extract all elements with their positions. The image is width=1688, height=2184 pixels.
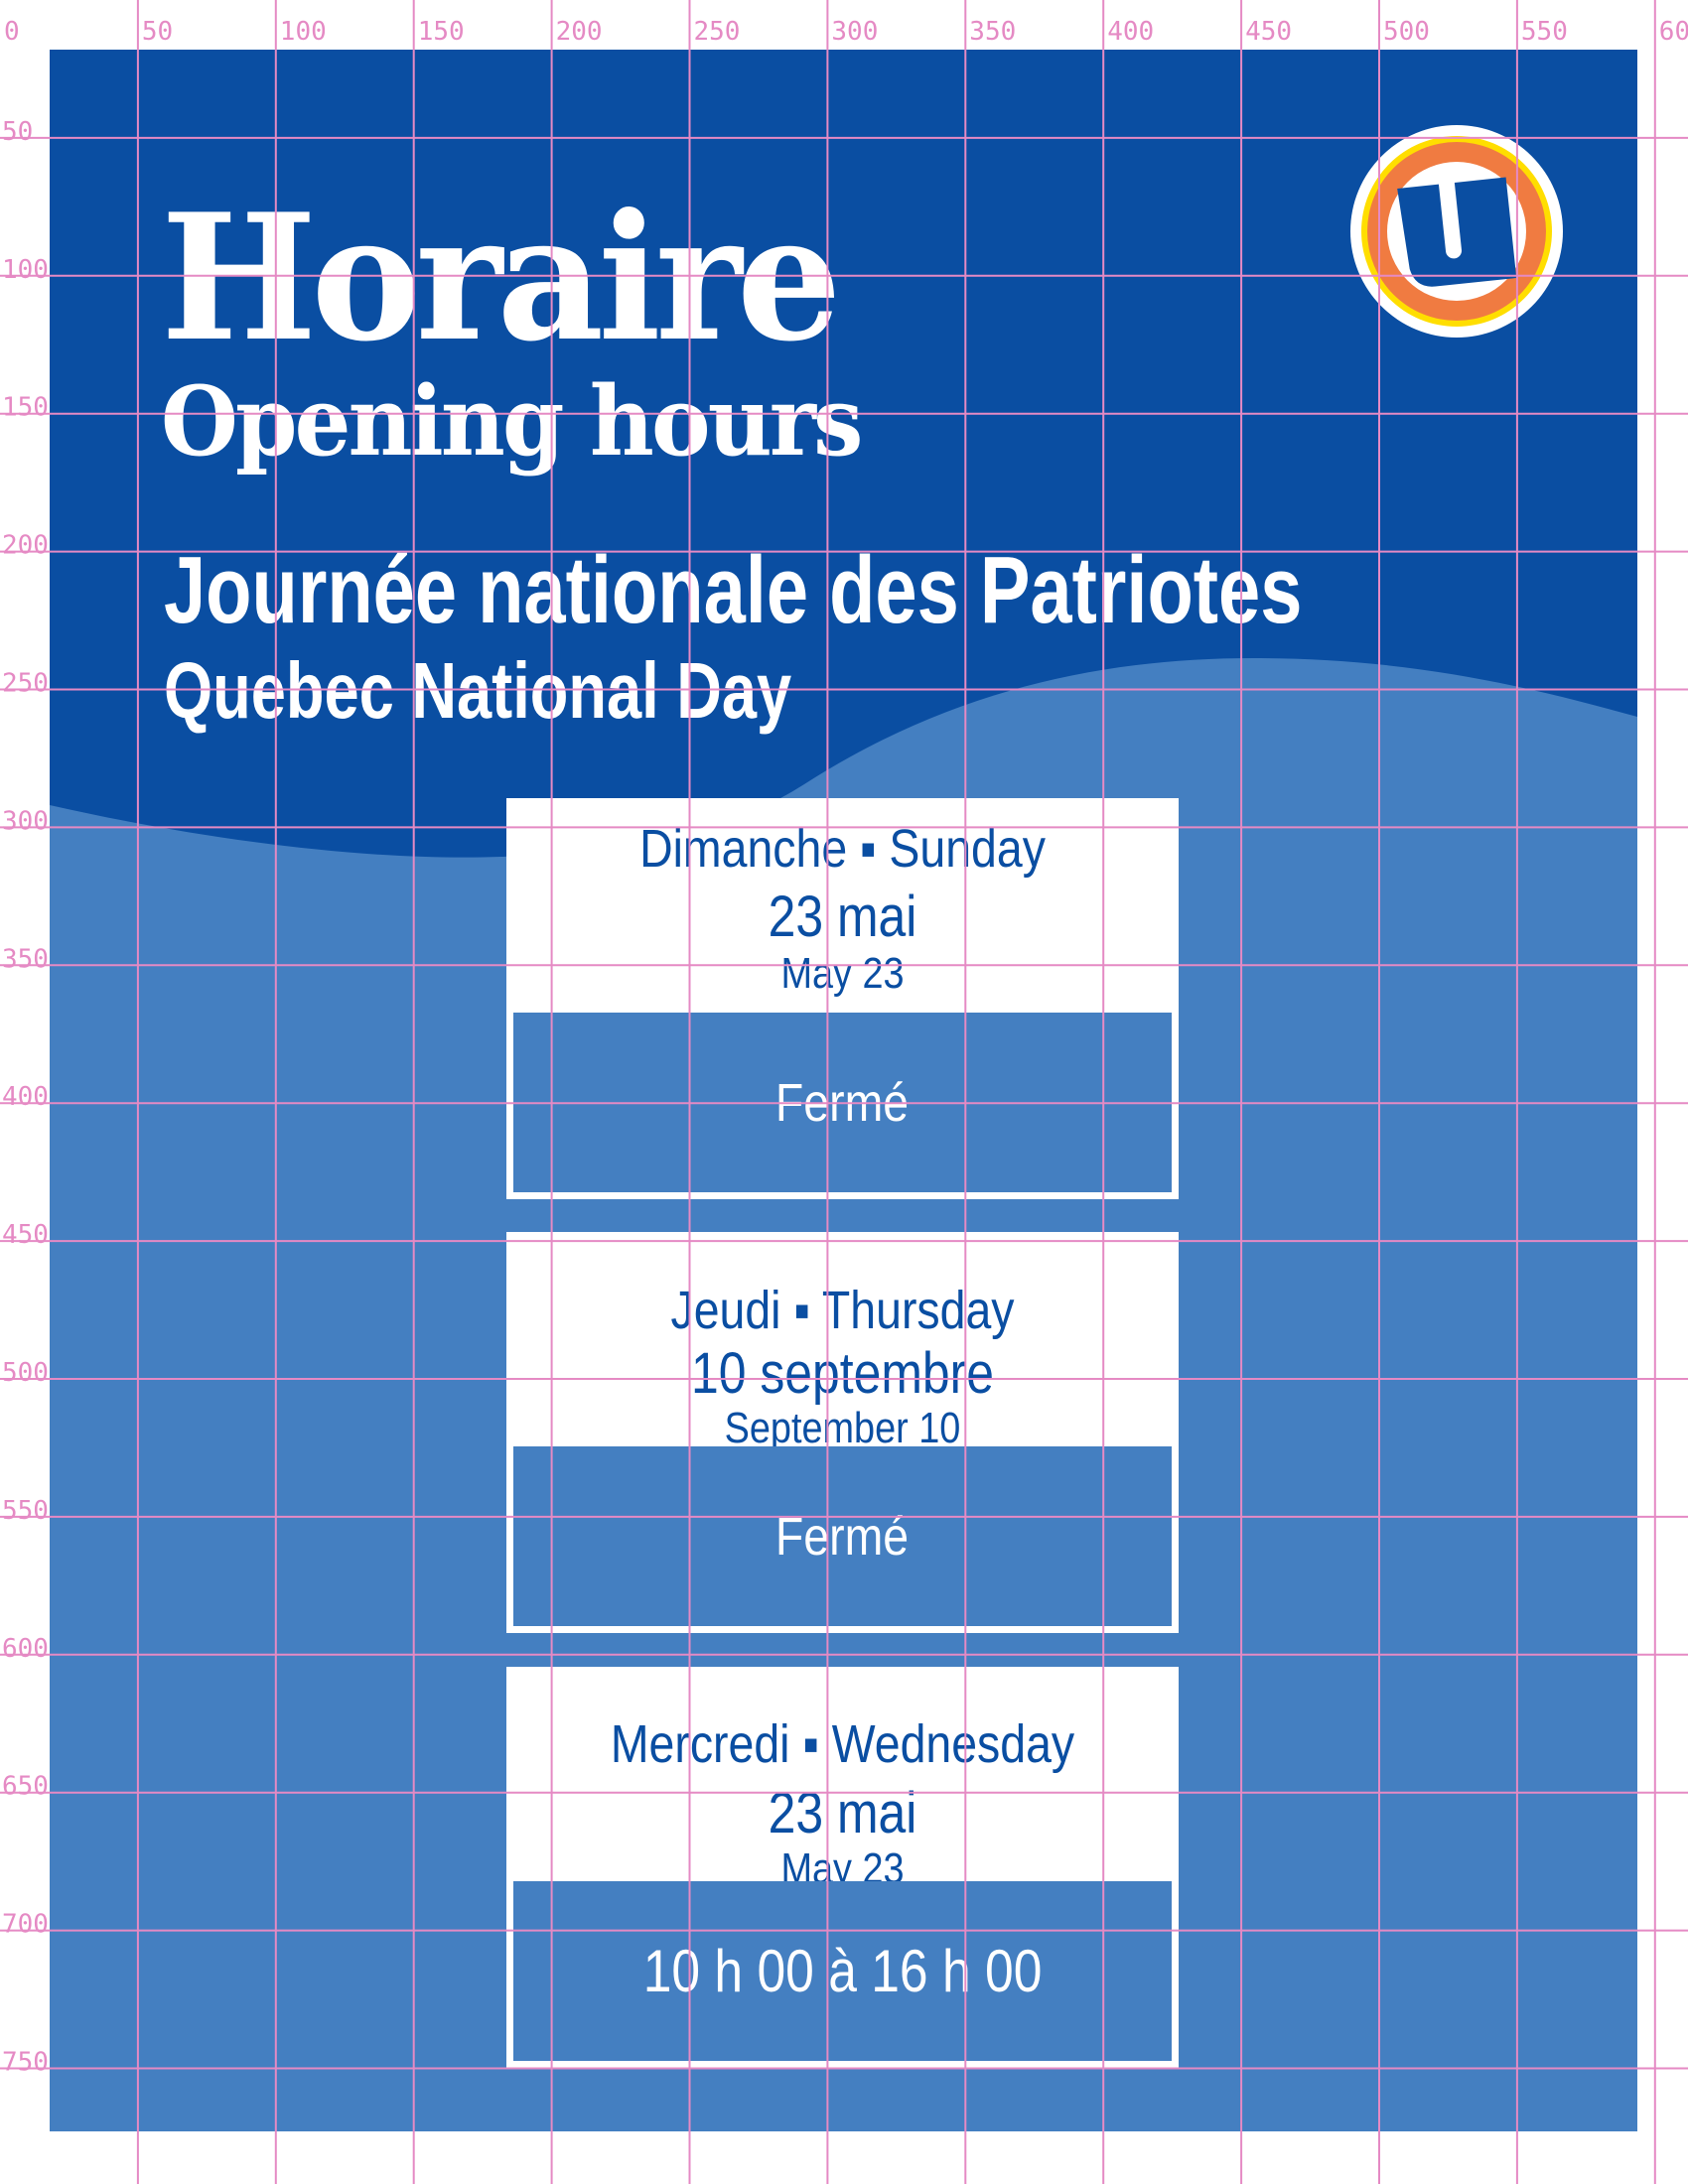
grid-label-x: 550 xyxy=(1521,17,1568,47)
grid-label-x: 500 xyxy=(1383,17,1430,47)
hours-box: Fermé xyxy=(513,1013,1172,1192)
grid-label-x: 200 xyxy=(556,17,603,47)
grid-label-y: 650 xyxy=(2,1772,49,1802)
card-status: Fermé xyxy=(775,1506,910,1567)
grid-label-y: 150 xyxy=(2,393,49,423)
card-status: 10 h 00 à 16 h 00 xyxy=(642,1938,1043,2004)
holiday-name-english: Quebec National Day xyxy=(164,646,792,735)
grid-label-y: 550 xyxy=(2,1496,49,1526)
card-date-en: May 23 xyxy=(780,949,905,998)
schedule-card-thursday: Jeudi ▪ Thursday 10 septembre September … xyxy=(506,1232,1179,1633)
card-day: Mercredi ▪ Wednesday xyxy=(610,1714,1075,1774)
grid-label-y: 700 xyxy=(2,1910,49,1940)
schedule-card-wednesday: Mercredi ▪ Wednesday 23 mai May 23 10 h … xyxy=(506,1667,1179,2068)
grid-label-y: 300 xyxy=(2,806,49,836)
grid-label-x: 250 xyxy=(694,17,741,47)
grid-label-y: 350 xyxy=(2,944,49,974)
u-logo-icon xyxy=(1350,125,1563,338)
grid-label-y: 250 xyxy=(2,669,49,699)
hours-box: Fermé xyxy=(513,1446,1172,1626)
holiday-name-french: Journée nationale des Patriotes xyxy=(164,537,1303,643)
hours-box: 10 h 00 à 16 h 00 xyxy=(513,1881,1172,2061)
grid-label-x: 0 xyxy=(4,17,20,47)
grid-label-x: 60 xyxy=(1659,17,1688,47)
title-english: Opening hours xyxy=(161,365,863,478)
grid-label-y: 600 xyxy=(2,1634,49,1664)
grid-label-x: 400 xyxy=(1107,17,1154,47)
grid-label-y: 100 xyxy=(2,255,49,285)
grid-label-x: 150 xyxy=(418,17,465,47)
card-day: Dimanche ▪ Sunday xyxy=(639,819,1046,879)
grid-label-y: 50 xyxy=(2,117,33,147)
grid-label-x: 100 xyxy=(280,17,327,47)
title-french: Horaire xyxy=(161,177,842,380)
grid-label-y: 500 xyxy=(2,1358,49,1388)
card-date-en: September 10 xyxy=(724,1404,961,1452)
card-date-fr: 10 septembre xyxy=(690,1341,995,1406)
grid-label-x: 50 xyxy=(142,17,173,47)
grid-label-x: 300 xyxy=(831,17,878,47)
grid-label-y: 750 xyxy=(2,2048,49,2078)
schedule-card-sunday: Dimanche ▪ Sunday 23 mai May 23 Fermé xyxy=(506,798,1179,1199)
card-date-fr: 23 mai xyxy=(768,885,917,949)
grid-label-y: 450 xyxy=(2,1220,49,1250)
card-day: Jeudi ▪ Thursday xyxy=(670,1281,1015,1340)
card-date-fr: 23 mai xyxy=(768,1781,917,1845)
grid-label-x: 350 xyxy=(969,17,1016,47)
grid-label-y: 200 xyxy=(2,531,49,561)
poster: Horaire Opening hours Journée nationale … xyxy=(50,50,1637,2131)
grid-label-y: 400 xyxy=(2,1082,49,1112)
card-status: Fermé xyxy=(775,1072,910,1133)
grid-label-x: 450 xyxy=(1245,17,1292,47)
